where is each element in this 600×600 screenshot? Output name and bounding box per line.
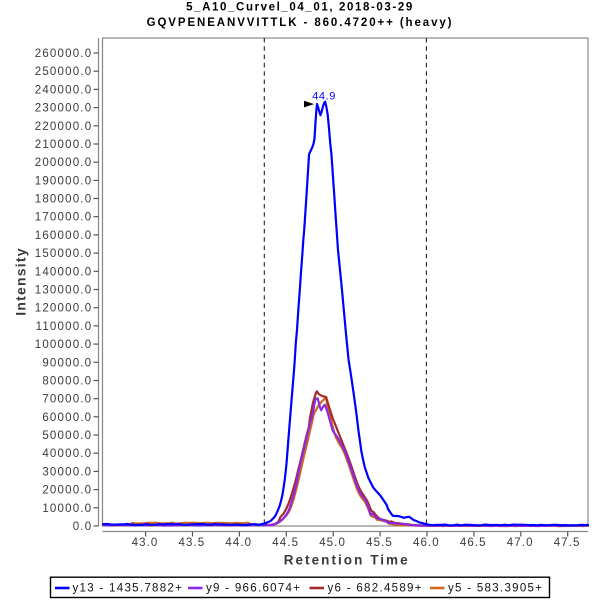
svg-text:43.0: 43.0 xyxy=(132,537,159,549)
svg-text:5_A10_Curvel_04_01, 2018-03-29: 5_A10_Curvel_04_01, 2018-03-29 xyxy=(186,2,414,14)
svg-text:190000.0: 190000.0 xyxy=(35,175,93,187)
svg-text:50000.0: 50000.0 xyxy=(42,430,92,442)
svg-text:120000.0: 120000.0 xyxy=(35,303,93,315)
svg-text:150000.0: 150000.0 xyxy=(35,248,93,260)
svg-text:GQVPENEANVVITTLK - 860.4720++: GQVPENEANVVITTLK - 860.4720++ (heavy) xyxy=(147,17,454,29)
svg-text:45.0: 45.0 xyxy=(319,537,346,549)
svg-text:47.0: 47.0 xyxy=(507,537,534,549)
svg-text:46.0: 46.0 xyxy=(413,537,440,549)
svg-text:y9 - 966.6074+: y9 - 966.6074+ xyxy=(206,582,301,594)
svg-text:140000.0: 140000.0 xyxy=(35,266,93,278)
svg-text:44.9: 44.9 xyxy=(312,91,336,103)
svg-text:250000.0: 250000.0 xyxy=(35,66,93,78)
svg-text:80000.0: 80000.0 xyxy=(42,376,92,388)
svg-text:40000.0: 40000.0 xyxy=(42,448,92,460)
svg-text:200000.0: 200000.0 xyxy=(35,157,93,169)
svg-text:45.5: 45.5 xyxy=(366,537,393,549)
svg-text:20000.0: 20000.0 xyxy=(42,485,92,497)
svg-text:y5 - 583.3905+: y5 - 583.3905+ xyxy=(448,582,543,594)
svg-text:Retention Time: Retention Time xyxy=(284,553,410,568)
svg-text:44.0: 44.0 xyxy=(225,537,252,549)
svg-text:30000.0: 30000.0 xyxy=(42,466,92,478)
svg-text:210000.0: 210000.0 xyxy=(35,139,93,151)
svg-text:220000.0: 220000.0 xyxy=(35,121,93,133)
svg-text:47.5: 47.5 xyxy=(554,537,581,549)
svg-text:y13 - 1435.7882+: y13 - 1435.7882+ xyxy=(73,582,184,594)
svg-text:170000.0: 170000.0 xyxy=(35,212,93,224)
svg-text:230000.0: 230000.0 xyxy=(35,103,93,115)
svg-text:100000.0: 100000.0 xyxy=(35,339,93,351)
svg-text:240000.0: 240000.0 xyxy=(35,84,93,96)
svg-text:0.0: 0.0 xyxy=(73,521,93,533)
svg-text:60000.0: 60000.0 xyxy=(42,412,92,424)
svg-text:10000.0: 10000.0 xyxy=(42,503,92,515)
svg-text:44.5: 44.5 xyxy=(272,537,299,549)
svg-text:180000.0: 180000.0 xyxy=(35,194,93,206)
svg-text:160000.0: 160000.0 xyxy=(35,230,93,242)
svg-text:70000.0: 70000.0 xyxy=(42,394,92,406)
svg-text:130000.0: 130000.0 xyxy=(35,285,93,297)
svg-text:110000.0: 110000.0 xyxy=(36,321,93,333)
svg-text:260000.0: 260000.0 xyxy=(35,48,93,60)
svg-text:43.5: 43.5 xyxy=(179,537,206,549)
svg-text:Intensity: Intensity xyxy=(13,247,29,315)
svg-text:90000.0: 90000.0 xyxy=(42,357,92,369)
svg-text:y6 - 682.4589+: y6 - 682.4589+ xyxy=(328,582,423,594)
svg-text:46.5: 46.5 xyxy=(460,537,487,549)
